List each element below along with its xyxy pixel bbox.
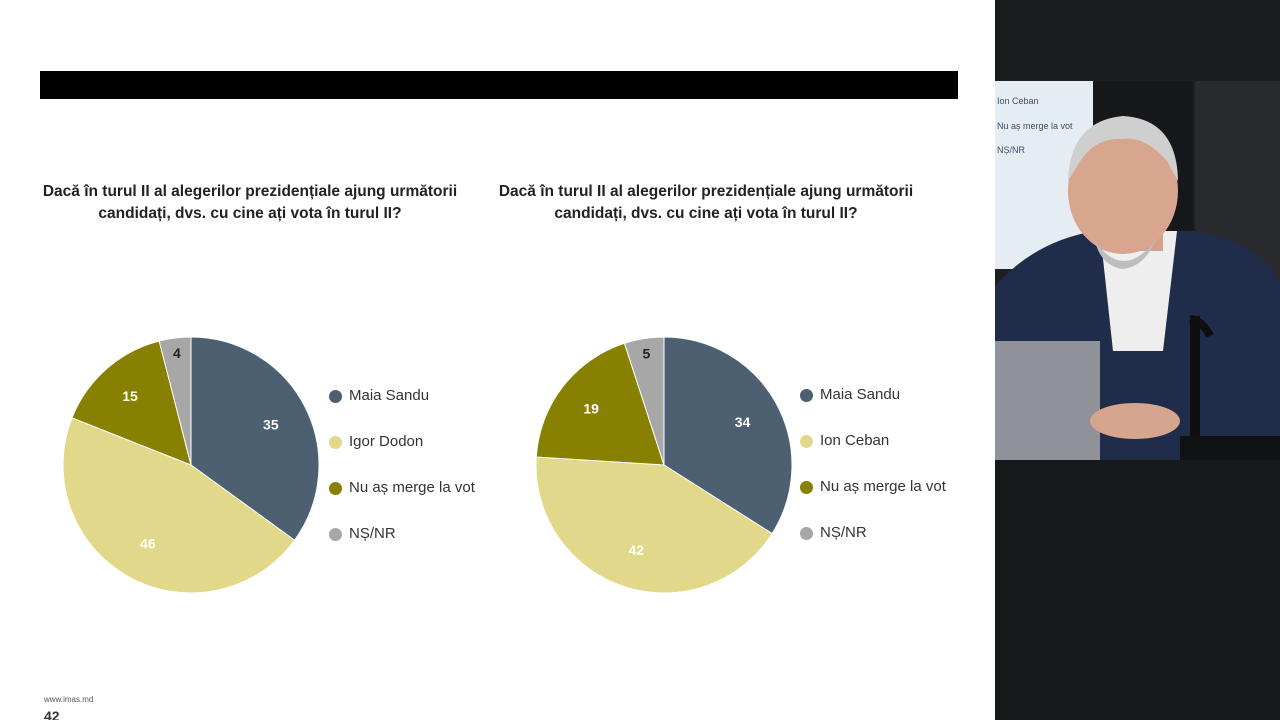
legend-swatch [329,482,342,495]
legend-label: NȘ/NR [820,524,867,541]
pie-data-label: 35 [263,416,279,432]
pie-data-label: 46 [140,536,156,552]
legend-label: Maia Sandu [349,387,430,404]
pie-slice-1 [535,456,773,594]
legend-swatch [800,389,813,402]
legend-swatch [800,481,813,494]
legend-swatch [329,390,342,403]
pie-data-label: 34 [735,414,751,430]
legend-swatch [329,436,342,449]
legend-label: Nu aș merge la vot [820,478,946,495]
pie-data-label: 5 [642,346,650,362]
legend-swatch [329,528,342,541]
pie-slice-3 [623,336,665,466]
chart-title-left: Dacă în turul II al alegerilor prezidenț… [42,183,458,222]
legend-label: Igor Dodon [349,433,424,450]
legend-label: Maia Sandu [820,386,901,403]
pie-slice-3 [158,336,192,466]
header-bar [40,71,958,99]
pie-data-label: 19 [583,401,599,417]
legend-swatch [800,435,813,448]
monitor-text: Ion Ceban [997,96,1039,106]
legend-label: NȘ/NR [349,525,396,542]
legend-swatch [800,527,813,540]
pie-data-label: 42 [629,542,645,558]
video-background-top [995,0,1280,80]
pie-data-label: 15 [122,388,138,404]
page-number: 42 [44,708,60,720]
legend-label: Ion Ceban [820,432,890,449]
pie-chart-right: 34 42 19 5 [535,336,793,594]
monitor-text: NȘ/NR [997,145,1026,155]
pie-slice-0 [190,336,320,541]
chart-title-right: Dacă în turul II al alegerilor prezidenț… [498,183,914,222]
pie-slice-2 [535,342,665,466]
pie-chart-left: 35 46 15 4 [62,336,320,594]
video-background-bottom [995,460,1280,720]
monitor-text: Nu aș merge la vot [997,121,1073,131]
pie-data-label: 4 [173,345,181,361]
pie-slice-2 [71,340,192,466]
legend-label: Nu aș merge la vot [349,479,475,496]
footer-url: www.imas.md [44,695,94,704]
presentation-slide: Dacă în turul II al alegerilor prezidenț… [40,71,958,720]
pie-slice-1 [62,417,296,594]
presenter-figure [995,81,1280,461]
video-feed: Ion Ceban Nu aș merge la vot NȘ/NR [995,0,1280,720]
pie-slice-0 [663,336,793,535]
